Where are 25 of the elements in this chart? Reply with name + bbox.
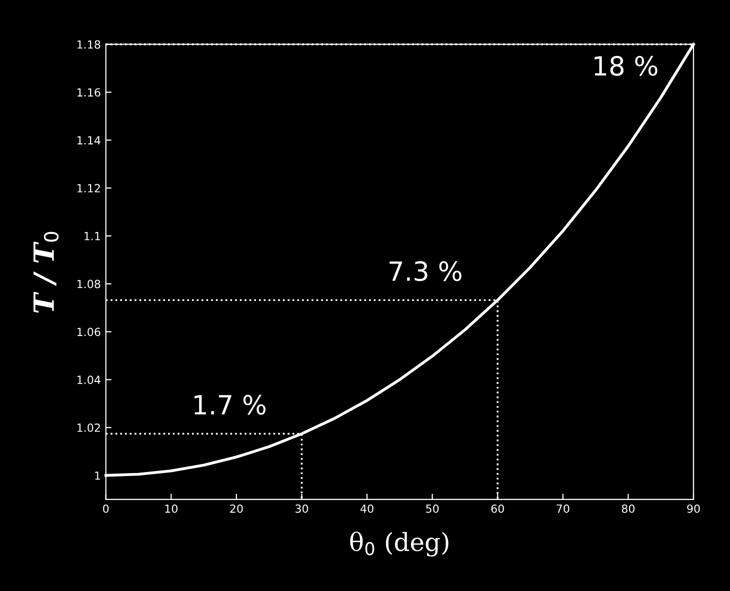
y-tick-label: 1.14	[77, 136, 100, 144]
y-tick-label: 1.06	[77, 328, 100, 336]
annotation: 7.3 %	[390, 261, 462, 282]
y-axis-title: T / T$_{0}$	[34, 232, 59, 313]
x-tick-label: 40	[360, 504, 374, 513]
x-tick-label: 50	[426, 504, 439, 513]
y-tick-label: 1.08	[77, 280, 100, 288]
x-tick-label: 0	[103, 504, 109, 513]
y-tick-label: 1.12	[77, 184, 100, 192]
x-axis-title: θ$_{0}$ (deg)	[350, 532, 448, 556]
x-tick-label: 80	[622, 504, 635, 513]
y-tick-label: 1.04	[77, 376, 100, 384]
y-tick-label: 1	[95, 472, 100, 480]
y-tick-label: 1.02	[77, 424, 100, 432]
annotation: 1.7 %	[194, 394, 266, 415]
x-tick-label: 60	[491, 504, 504, 513]
y-tick-label: 1.16	[77, 88, 100, 97]
y-tick-label: 1.1	[84, 232, 100, 240]
x-tick-label: 70	[556, 504, 570, 513]
x-tick-label: 90	[687, 504, 700, 513]
y-tick-label: 1.18	[77, 40, 100, 49]
x-tick-label: 20	[230, 504, 243, 513]
x-tick-label: 10	[165, 504, 178, 513]
x-tick-label: 30	[296, 504, 308, 513]
annotation: 18 %	[594, 56, 658, 76]
